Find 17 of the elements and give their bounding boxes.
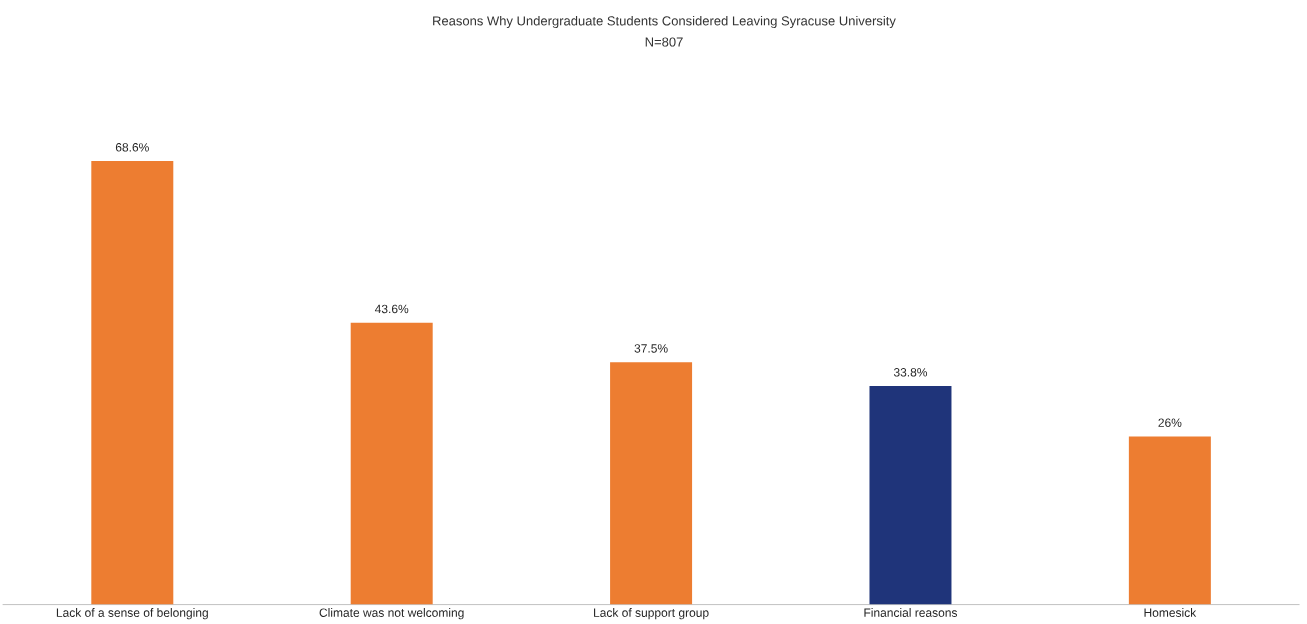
x-tick-label: Lack of a sense of belonging: [56, 608, 208, 620]
chart-subtitle: N=807: [645, 37, 683, 47]
bar: [869, 386, 952, 605]
chart-title: Reasons Why Undergraduate Students Considered Leaving Syracuse University: [433, 15, 896, 29]
data-label: 68.6%: [115, 143, 149, 152]
x-tick-label: Climate was not welcoming: [319, 608, 464, 620]
bar: [1128, 436, 1211, 605]
x-tick-label: Lack of support group: [594, 608, 709, 620]
data-label: 33.8%: [893, 368, 928, 377]
data-label: 37.5%: [634, 344, 668, 353]
data-label: 26%: [1158, 418, 1182, 427]
bar: [350, 322, 433, 605]
x-tick-label: Financial reasons: [864, 608, 958, 617]
bar: [91, 161, 174, 605]
data-label: 43.6%: [374, 304, 409, 314]
x-tick-label: Homesick: [1144, 608, 1197, 617]
bar: [610, 362, 693, 605]
